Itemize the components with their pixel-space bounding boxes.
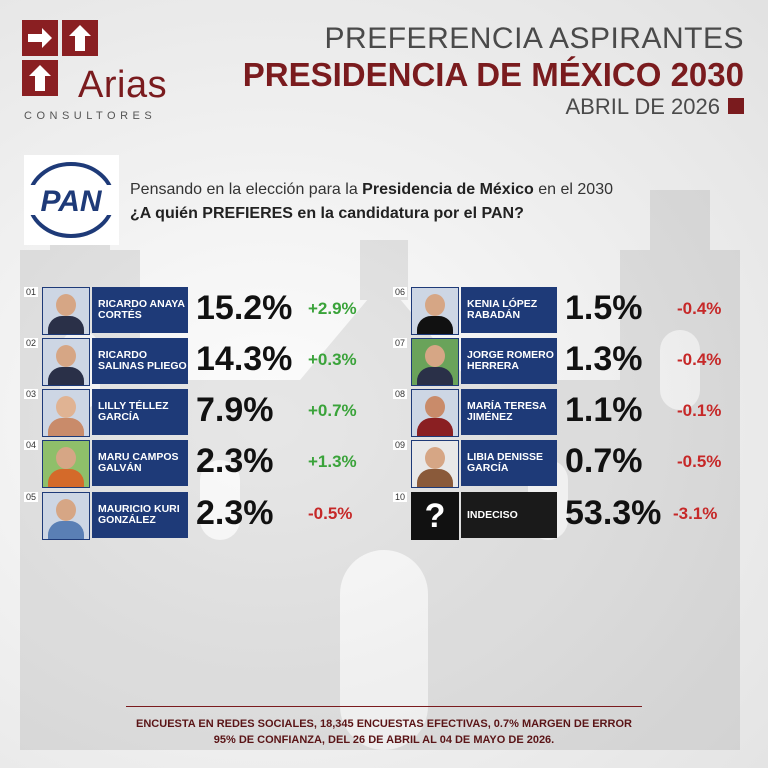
- candidate-percentage: 53.3%: [565, 494, 662, 532]
- candidate-photo: [42, 492, 90, 540]
- candidate-photo: [411, 389, 459, 437]
- candidate-percentage: 14.3%: [196, 340, 293, 378]
- candidate-percentage: 2.3%: [196, 494, 274, 532]
- logo-wordmark: Arias: [78, 64, 168, 106]
- candidate-percentage: 1.1%: [565, 391, 643, 429]
- logo-subtitle: CONSULTORES: [24, 110, 157, 122]
- candidate-row: 07 JORGE ROMERO HERRERA 1.3% -0.4%: [393, 338, 743, 386]
- arias-logo: Arias CONSULTORES: [22, 20, 182, 130]
- candidate-row: 05 MAURICIO KURI GONZÁLEZ 2.3% -0.5%: [24, 492, 374, 540]
- candidate-row: 03 LILLY TÉLLEZ GARCÍA 7.9% +0.7%: [24, 389, 374, 437]
- candidate-change: +0.7%: [308, 401, 357, 420]
- rank-number: 09: [393, 440, 408, 450]
- candidate-change: -0.4%: [677, 299, 722, 318]
- candidate-row: 01 RICARDO ANAYA CORTÉS 15.2% +2.9%: [24, 287, 374, 335]
- question-text-2: en el 2030: [533, 181, 613, 198]
- rank-number: 03: [24, 389, 39, 399]
- pan-party-logo: PAN: [24, 155, 119, 245]
- candidate-percentage: 1.3%: [565, 340, 643, 378]
- question-line2: ¿A quién PREFIERES en la candidatura por…: [130, 205, 524, 222]
- candidate-photo: [411, 287, 459, 335]
- rank-number: 04: [24, 440, 39, 450]
- candidate-change: -0.5%: [677, 452, 722, 471]
- undecided-box: ?: [411, 492, 459, 540]
- candidate-name: LILLY TÉLLEZ GARCÍA: [92, 389, 188, 435]
- candidate-change: -0.4%: [677, 350, 722, 369]
- rank-number: 07: [393, 338, 408, 348]
- candidate-percentage: 2.3%: [196, 442, 274, 480]
- candidate-percentage: 15.2%: [196, 289, 293, 327]
- candidate-name: INDECISO: [461, 492, 557, 538]
- header-title: PRESIDENCIA DE MÉXICO 2030: [242, 56, 744, 93]
- candidate-name: KENIA LÓPEZ RABADÁN: [461, 287, 557, 333]
- survey-question: Pensando en la elección para la Presiden…: [130, 178, 613, 226]
- arrow-up-icon: [22, 60, 58, 96]
- rank-number: 01: [24, 287, 39, 297]
- candidate-change: -0.5%: [308, 504, 353, 523]
- candidate-photo: [42, 440, 90, 488]
- candidate-photo: [411, 440, 459, 488]
- candidate-photo: [42, 287, 90, 335]
- candidate-change: -0.1%: [677, 401, 722, 420]
- candidate-name: JORGE ROMERO HERRERA: [461, 338, 557, 384]
- candidate-change: +2.9%: [308, 299, 357, 318]
- footer-methodology-line2: 95% DE CONFIANZA, DEL 26 DE ABRIL AL 04 …: [213, 734, 555, 746]
- candidate-change: +0.3%: [308, 350, 357, 369]
- pan-logo-text: PAN: [40, 185, 102, 218]
- candidate-name: LIBIA DENISSE GARCÍA: [461, 440, 557, 486]
- candidate-row: 08 MARÍA TERESA JIMÉNEZ 1.1% -0.1%: [393, 389, 743, 437]
- candidate-change: +1.3%: [308, 452, 357, 471]
- candidate-row: 06 KENIA LÓPEZ RABADÁN 1.5% -0.4%: [393, 287, 743, 335]
- candidate-percentage: 1.5%: [565, 289, 643, 327]
- rank-number: 05: [24, 492, 39, 502]
- arrow-up-icon: [62, 20, 98, 56]
- candidate-row: 02 RICARDO SALINAS PLIEGO 14.3% +0.3%: [24, 338, 374, 386]
- arrow-right-icon: [22, 20, 58, 56]
- question-text-1: Pensando en la elección para la: [130, 181, 363, 198]
- candidate-name: MARU CAMPOS GALVÁN: [92, 440, 188, 486]
- candidate-row: 09 LIBIA DENISSE GARCÍA 0.7% -0.5%: [393, 440, 743, 488]
- rank-number: 08: [393, 389, 408, 399]
- footer-methodology-line1: ENCUESTA EN REDES SOCIALES, 18,345 ENCUE…: [136, 718, 632, 730]
- candidate-photo: [42, 389, 90, 437]
- header-line1: PREFERENCIA ASPIRANTES: [324, 22, 744, 55]
- rank-number: 06: [393, 287, 408, 297]
- rank-number: 10: [393, 492, 408, 502]
- candidate-name: RICARDO SALINAS PLIEGO: [92, 338, 188, 384]
- candidate-percentage: 7.9%: [196, 391, 274, 429]
- rank-number: 02: [24, 338, 39, 348]
- header-date: ABRIL DE 2026: [565, 94, 744, 120]
- square-icon: [728, 98, 744, 114]
- candidate-name: RICARDO ANAYA CORTÉS: [92, 287, 188, 333]
- candidate-row: 10 ? INDECISO 53.3% -3.1%: [393, 492, 743, 540]
- candidate-photo: [42, 338, 90, 386]
- candidate-name: MARÍA TERESA JIMÉNEZ: [461, 389, 557, 435]
- candidate-percentage: 0.7%: [565, 442, 643, 480]
- candidate-photo: [411, 338, 459, 386]
- candidate-change: -3.1%: [673, 504, 718, 523]
- question-bold-text: Presidencia de México: [362, 181, 534, 198]
- candidate-name: MAURICIO KURI GONZÁLEZ: [92, 492, 188, 538]
- footer-divider: [126, 706, 642, 707]
- header-date-text: ABRIL DE 2026: [565, 94, 721, 119]
- question-mark-icon: ?: [412, 493, 458, 539]
- candidate-row: 04 MARU CAMPOS GALVÁN 2.3% +1.3%: [24, 440, 374, 488]
